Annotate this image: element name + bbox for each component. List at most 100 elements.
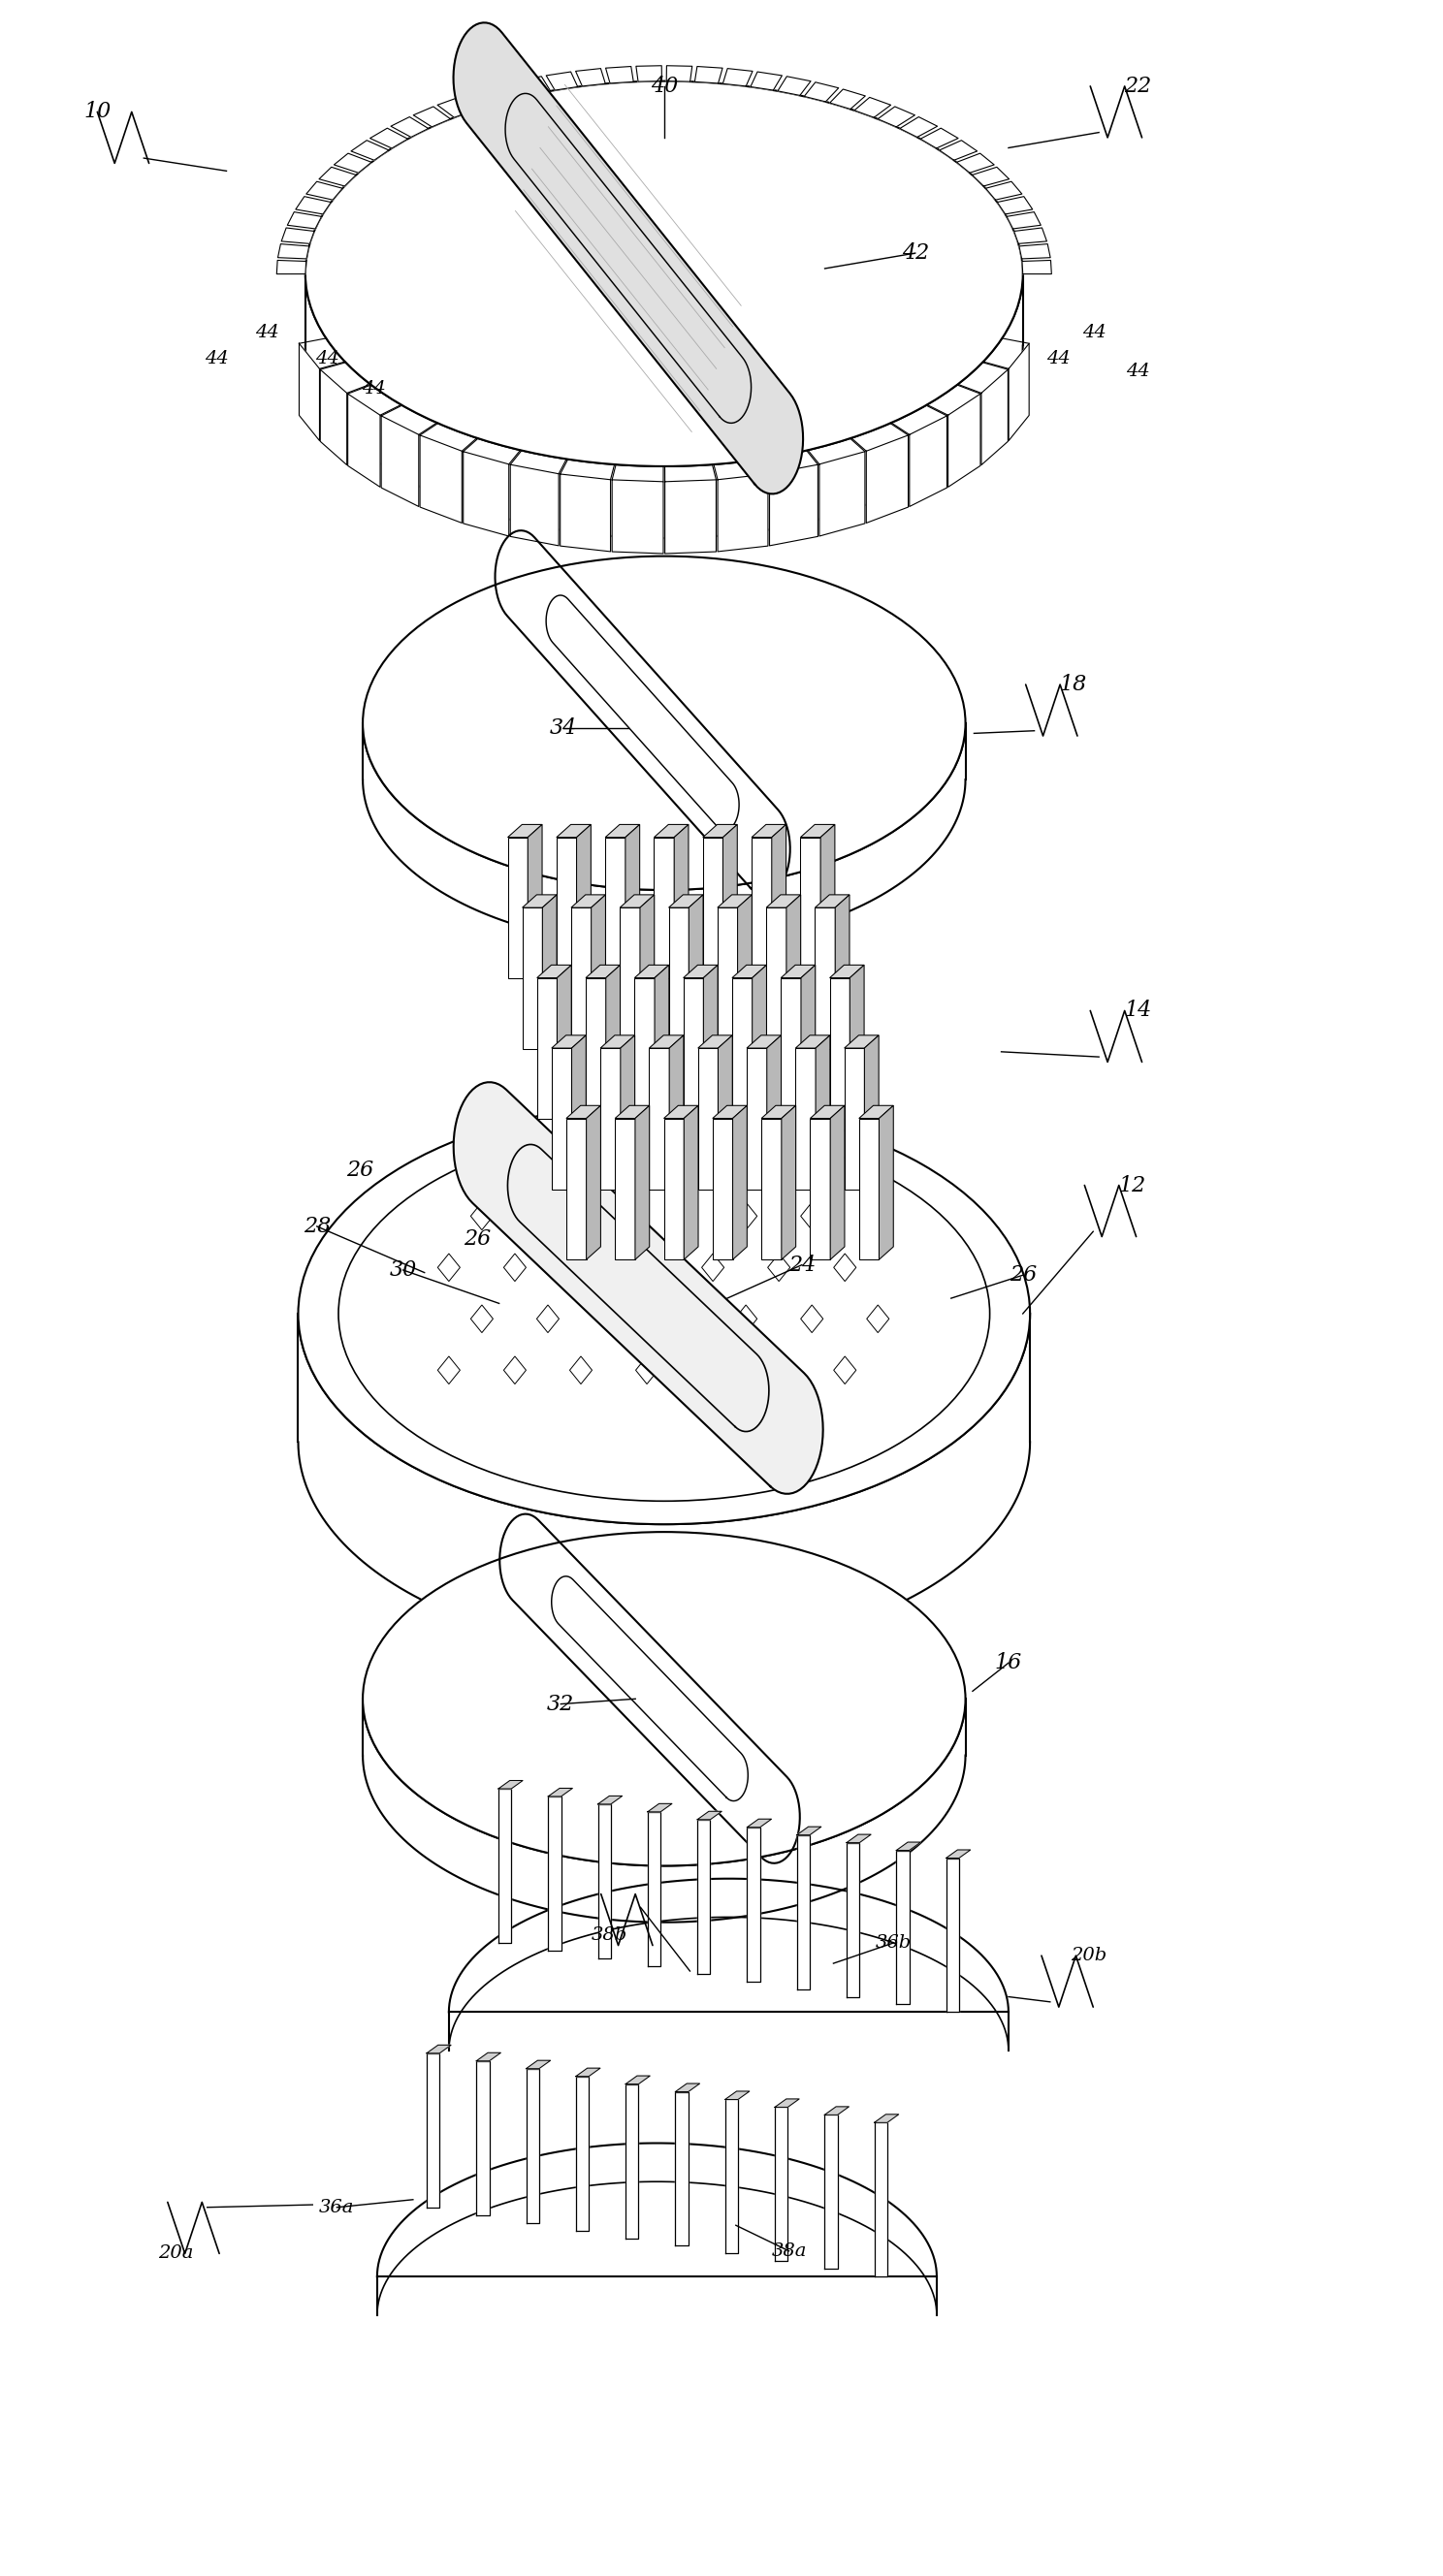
Polygon shape (641, 894, 654, 1048)
Polygon shape (1019, 245, 1051, 258)
Polygon shape (947, 1857, 960, 2012)
Polygon shape (600, 1036, 635, 1048)
Polygon shape (557, 837, 577, 979)
Polygon shape (626, 2076, 649, 2084)
Polygon shape (921, 129, 958, 149)
Polygon shape (834, 1358, 856, 1383)
Polygon shape (782, 1105, 797, 1260)
Polygon shape (320, 368, 346, 466)
Polygon shape (420, 435, 462, 523)
Text: 38b: 38b (592, 1927, 628, 1945)
Polygon shape (551, 1048, 571, 1190)
Polygon shape (797, 1826, 821, 1834)
Polygon shape (810, 1118, 830, 1260)
Polygon shape (781, 979, 801, 1118)
Polygon shape (548, 1795, 561, 1950)
Polygon shape (620, 894, 654, 907)
Polygon shape (511, 464, 558, 546)
Text: 10: 10 (84, 100, 111, 124)
Polygon shape (762, 1105, 797, 1118)
Polygon shape (576, 2069, 600, 2076)
Polygon shape (1007, 211, 1040, 229)
Polygon shape (508, 824, 543, 837)
Text: 22: 22 (1124, 75, 1152, 98)
Polygon shape (577, 824, 592, 979)
Polygon shape (287, 211, 322, 229)
Polygon shape (723, 70, 753, 85)
Polygon shape (768, 1358, 791, 1383)
Polygon shape (847, 1834, 872, 1842)
Ellipse shape (362, 556, 965, 889)
Polygon shape (586, 966, 620, 979)
Polygon shape (724, 2092, 749, 2099)
Polygon shape (605, 824, 639, 837)
Polygon shape (278, 245, 309, 258)
Polygon shape (909, 415, 947, 507)
Polygon shape (570, 1358, 592, 1383)
Polygon shape (781, 966, 815, 979)
Polygon shape (449, 1878, 1009, 2050)
Text: 26: 26 (346, 1159, 374, 1180)
Polygon shape (453, 23, 804, 495)
Text: 44: 44 (362, 381, 387, 397)
Polygon shape (834, 1255, 856, 1280)
Polygon shape (703, 824, 737, 837)
Polygon shape (879, 1105, 893, 1260)
Polygon shape (463, 90, 498, 108)
Polygon shape (732, 979, 752, 1118)
Polygon shape (750, 72, 782, 90)
Polygon shape (668, 894, 703, 907)
Text: 44: 44 (1126, 363, 1150, 381)
Text: 30: 30 (390, 1260, 417, 1280)
Polygon shape (648, 1803, 672, 1811)
Polygon shape (867, 1306, 889, 1332)
Polygon shape (801, 837, 821, 979)
Ellipse shape (299, 1103, 1030, 1525)
Polygon shape (381, 415, 418, 507)
Polygon shape (768, 1255, 791, 1280)
Polygon shape (277, 260, 306, 273)
Polygon shape (615, 1118, 635, 1260)
Polygon shape (476, 2061, 489, 2215)
Polygon shape (603, 1306, 625, 1332)
Polygon shape (437, 1358, 460, 1383)
Polygon shape (830, 979, 850, 1118)
Polygon shape (654, 824, 688, 837)
Polygon shape (463, 451, 509, 536)
Polygon shape (606, 67, 633, 82)
Polygon shape (815, 907, 835, 1048)
Polygon shape (747, 1036, 781, 1048)
Polygon shape (570, 1255, 592, 1280)
Polygon shape (557, 966, 571, 1118)
Polygon shape (576, 70, 606, 85)
Polygon shape (635, 979, 655, 1118)
Polygon shape (605, 837, 625, 979)
Polygon shape (684, 979, 703, 1118)
Polygon shape (537, 979, 557, 1118)
Polygon shape (537, 966, 571, 979)
Polygon shape (470, 1203, 494, 1229)
Polygon shape (504, 1358, 527, 1383)
Polygon shape (675, 2092, 688, 2246)
Text: 40: 40 (651, 75, 678, 98)
Polygon shape (1009, 343, 1029, 440)
Polygon shape (752, 837, 772, 979)
Polygon shape (351, 139, 388, 160)
Polygon shape (684, 966, 717, 979)
Polygon shape (762, 1118, 782, 1260)
Text: 34: 34 (550, 719, 577, 739)
Polygon shape (333, 155, 371, 173)
Polygon shape (636, 1358, 658, 1383)
Polygon shape (551, 1036, 586, 1048)
Polygon shape (866, 435, 908, 523)
Polygon shape (655, 966, 670, 1118)
Polygon shape (824, 2107, 848, 2115)
Polygon shape (844, 1048, 864, 1190)
Polygon shape (723, 824, 737, 979)
Polygon shape (548, 1788, 573, 1795)
Text: 20b: 20b (1071, 1947, 1107, 1965)
Polygon shape (997, 196, 1033, 214)
Polygon shape (900, 116, 938, 137)
Polygon shape (413, 106, 450, 126)
Polygon shape (476, 2053, 501, 2061)
